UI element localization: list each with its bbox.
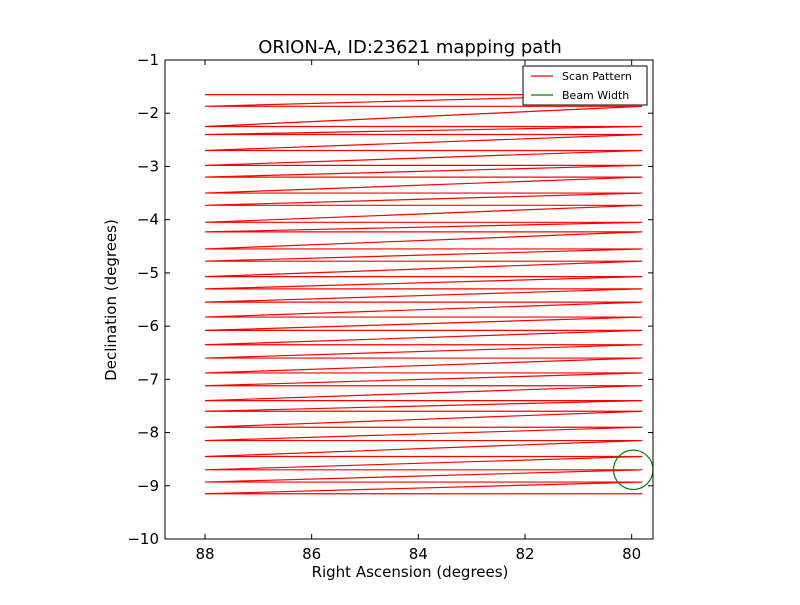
legend-box [522,65,648,106]
y-tick-label: −2 [137,104,159,122]
y-tick-label: −7 [137,370,159,388]
legend-beam-label: Beam Width [562,89,629,102]
y-tick-label: −1 [137,51,159,69]
plot-frame [164,59,654,540]
x-tick-label: 88 [195,545,214,563]
y-axis-label: Declination (degrees) [102,219,120,381]
legend: Scan Pattern Beam Width [522,65,648,106]
legend-scan-label: Scan Pattern [562,70,632,83]
x-tick-label: 84 [409,545,428,563]
x-tick-label: 80 [622,545,641,563]
scan-pattern-line [204,93,643,495]
x-axis-ticks: 88 86 84 82 80 [195,60,641,563]
y-tick-label: −4 [137,211,159,229]
y-tick-label: −9 [137,477,159,495]
chart-title: ORION-A, ID:23621 mapping path [258,37,562,58]
x-tick-label: 86 [302,545,321,563]
y-tick-label: −3 [137,157,159,175]
y-axis-ticks: −1 −2 −3 −4 −5 −6 −7 −8 −9 −10 [127,51,653,548]
y-tick-label: −8 [137,424,159,442]
y-tick-label: −6 [137,317,159,335]
y-tick-label: −10 [127,530,159,548]
x-tick-label: 82 [515,545,534,563]
x-axis-label: Right Ascension (degrees) [312,563,509,581]
scan-pattern-series [204,93,643,495]
y-tick-label: −5 [137,264,159,282]
